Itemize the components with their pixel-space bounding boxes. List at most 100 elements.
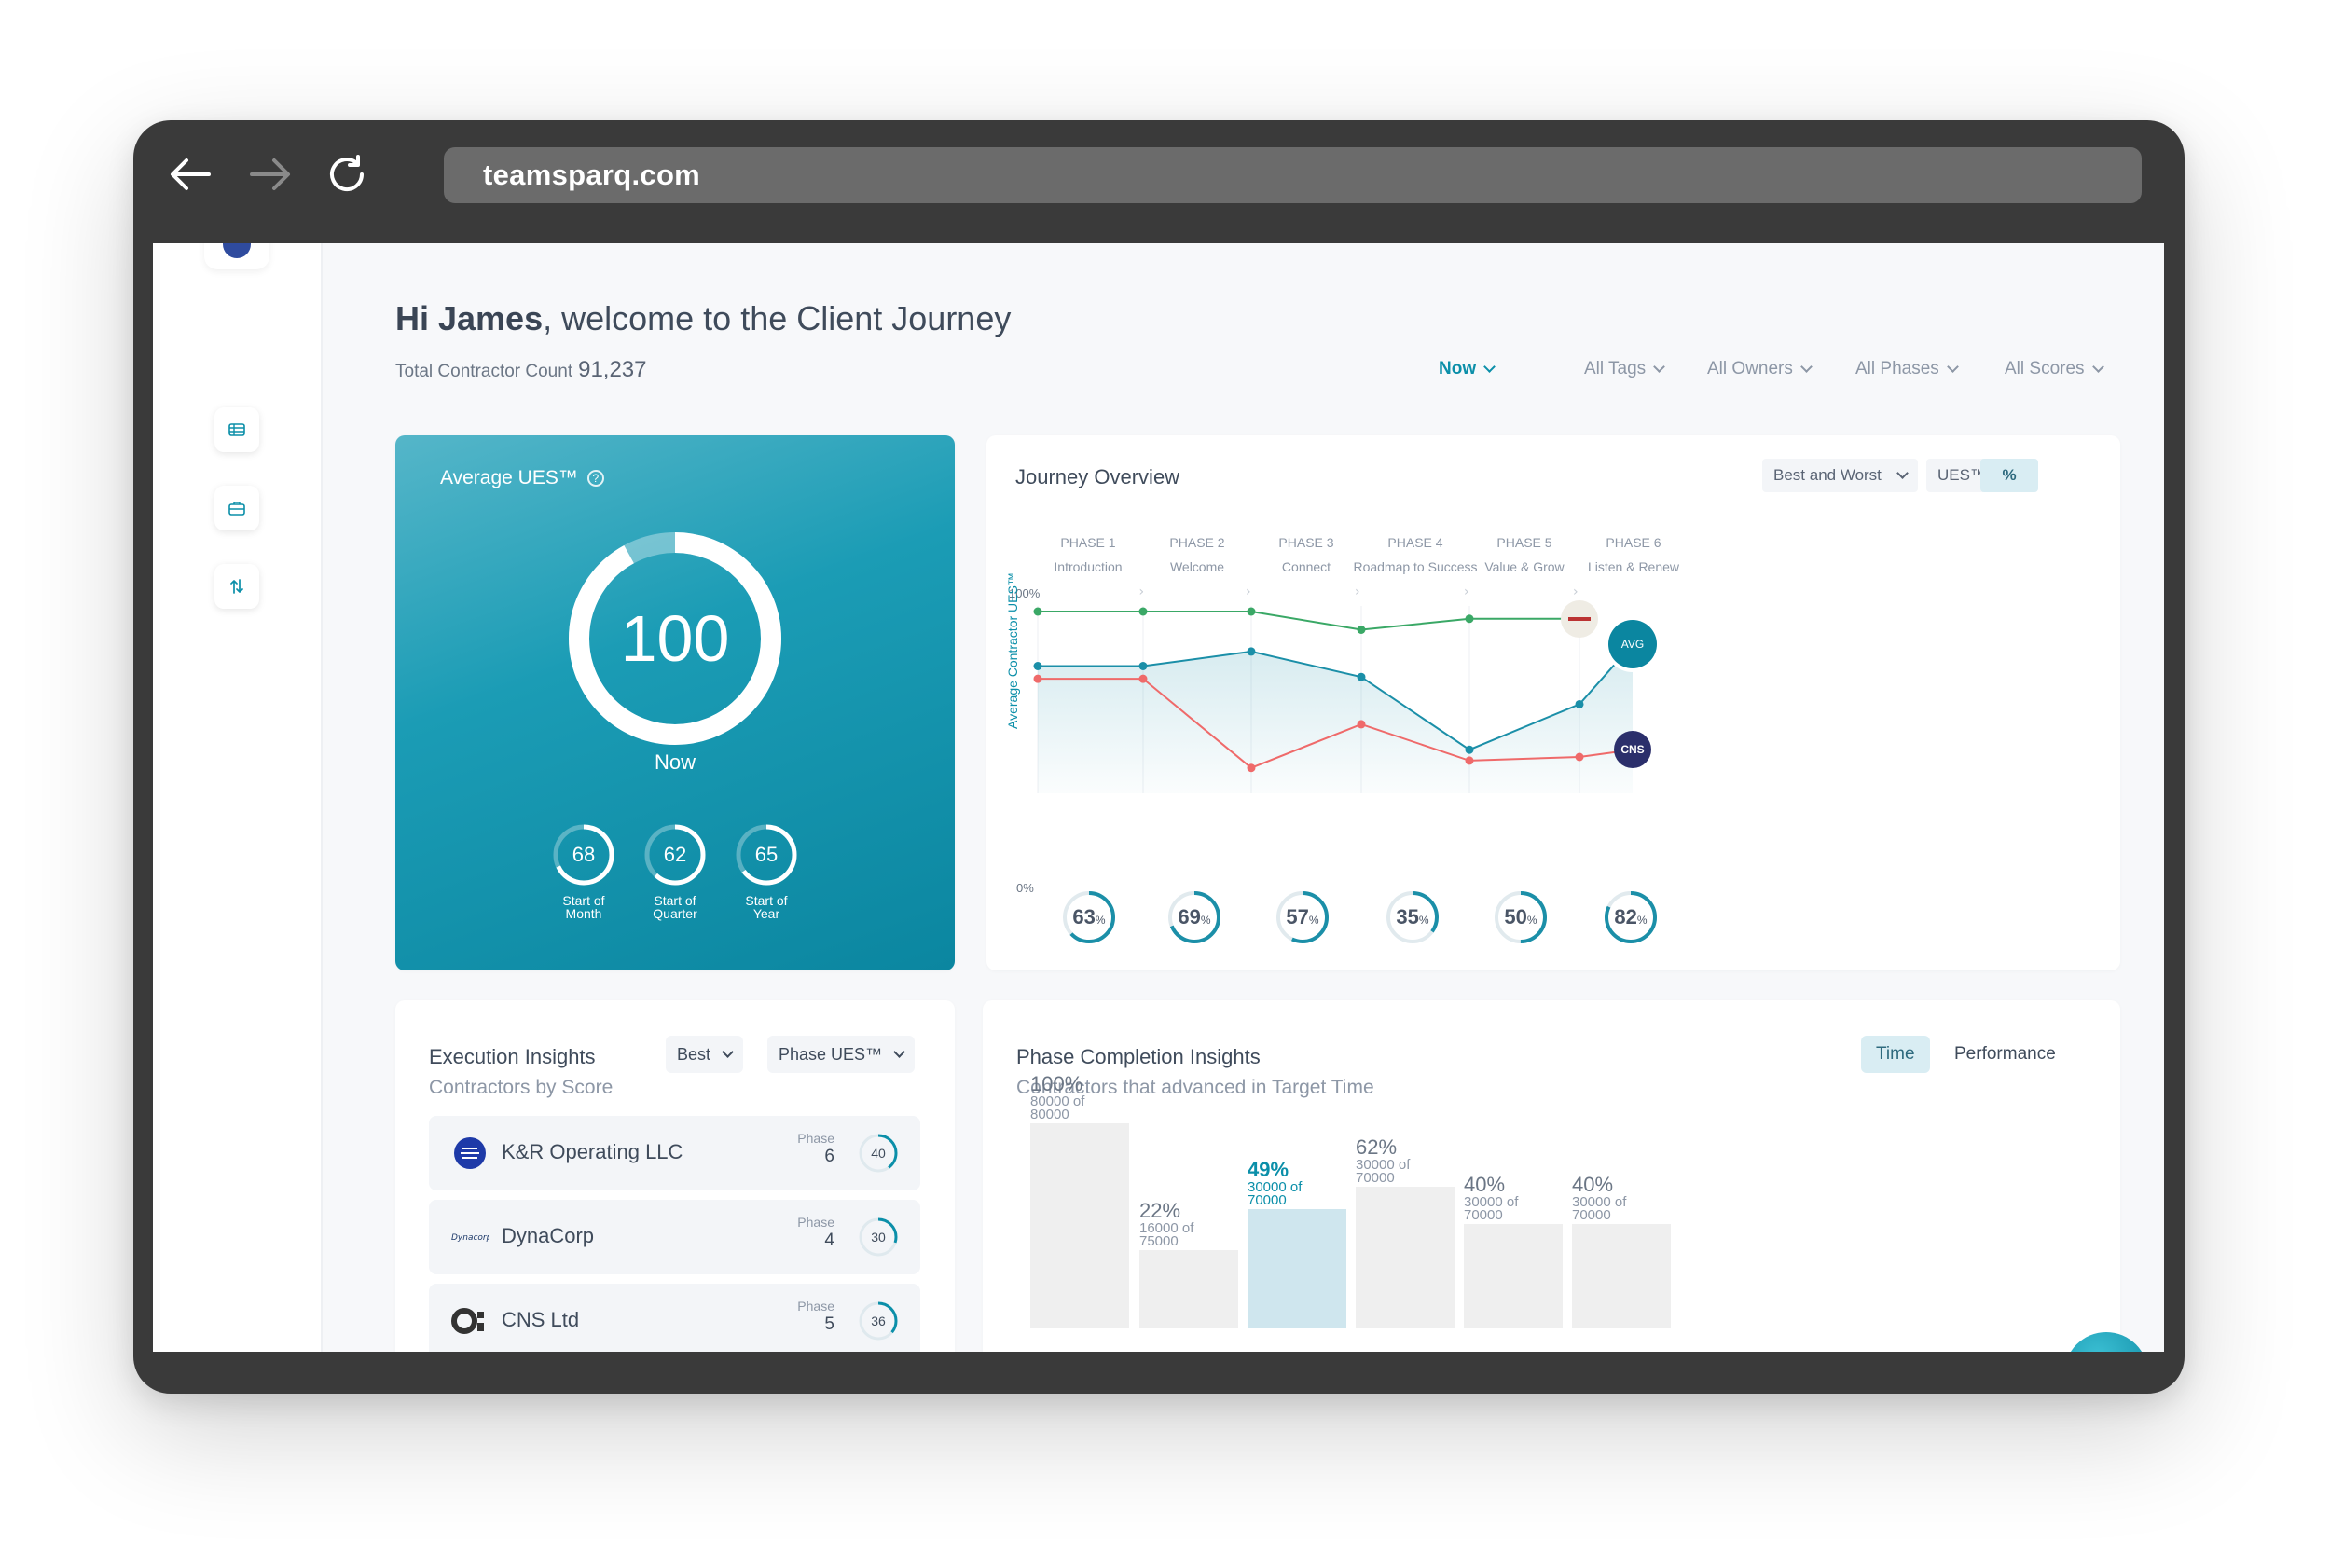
worst-point [1575,752,1584,762]
journey-mode-select[interactable]: Best and Worst [1762,459,1918,492]
execution-filter-best[interactable]: Best [666,1036,744,1073]
toggle-time[interactable]: Time [1861,1036,1930,1073]
best-company-logo [1561,599,1598,638]
completion-bar-label: 40% 30000 of 70000 [1464,1173,1519,1223]
sidebar [153,243,323,1352]
reload-button[interactable] [321,148,373,200]
completion-bar-label: 40% 30000 of 70000 [1572,1173,1627,1223]
score-ring: 30 [857,1216,900,1259]
average-area [1038,644,1633,793]
filter-scores[interactable]: All Scores [2005,359,2104,379]
ues-start-of-quarter: 62 Start of Quarter [641,821,709,920]
y-tick-top: 100% [1009,586,1041,600]
chevron-down-icon [1946,361,1959,373]
execution-title: Execution Insights [429,1045,596,1068]
completion-bar[interactable] [1248,1208,1346,1328]
phase-separator-icon: › [1246,585,1251,599]
floating-action-button[interactable] [2064,1332,2148,1352]
phase-completion-ring: 82% [1602,888,1660,946]
journey-overview-card: Journey Overview Best and Worst UES™ % P… [986,435,2120,970]
best-series-line [1038,611,1579,631]
average-ues-card: Average UES™? 100 Now 68 Start of Month 6… [395,435,955,970]
ues-value: 100 [620,602,730,675]
kr-logo-icon [451,1136,489,1170]
phase-completion-ring: 63% [1060,888,1118,946]
arrow-left-icon [171,158,211,190]
ues-value-label: Now [654,750,696,774]
execution-insights-card: Execution Insights Contractors by Score … [395,1000,955,1352]
toggle-performance[interactable]: Performance [1954,1044,2056,1064]
execution-filter-phase-ues[interactable]: Phase UES™ [767,1036,916,1073]
phase-completion-card: Phase Completion Insights Contractors th… [983,1000,2120,1352]
best-point [1465,614,1474,624]
best-point [1033,607,1042,616]
chevron-down-icon [2091,361,2104,373]
completion-bar[interactable] [1030,1123,1129,1328]
average-point [1357,672,1366,681]
completion-bar[interactable] [1572,1224,1671,1328]
worst-point [1138,674,1148,683]
completion-subtitle: Contractors that advanced in Target Time [1016,1077,1374,1098]
score-ring: 36 [857,1300,900,1342]
phase-separator-icon: › [1355,585,1360,599]
completion-bar-label: 62% 30000 of 70000 [1356,1135,1411,1187]
phase-completion-ring: 69% [1165,888,1223,946]
chevron-down-icon [893,1046,905,1058]
average-point [1033,662,1042,670]
ues-progress-ring [569,532,781,745]
url-bar[interactable]: teamsparq.com [444,147,2142,203]
execution-subtitle: Contractors by Score [429,1077,614,1098]
forward-button[interactable] [244,148,296,200]
list-item[interactable]: K&R Operating LLC Phase 6 40 [429,1116,920,1190]
completion-bar[interactable] [1464,1224,1563,1328]
average-point [1138,662,1148,670]
ues-start-of-year: 65 Start of Year [733,821,800,920]
dynacorp-logo-icon: Dynacorp [451,1220,489,1254]
average-point [1575,699,1584,708]
ues-title: Average UES™? [440,467,604,489]
chevron-down-icon [1653,361,1666,373]
phase-separator-icon: › [1573,585,1579,599]
completion-title: Phase Completion Insights [1016,1045,1261,1068]
completion-bar[interactable] [1356,1187,1455,1328]
sidebar-logo[interactable] [204,243,269,269]
phase-separator-icon: › [1464,585,1469,599]
phase-header-4: PHASE 4 Roadmap to Success [1353,535,1478,574]
chevron-down-icon [722,1046,734,1058]
completion-bar-label: 100% 80000 of 80000 [1030,1072,1085,1122]
filter-phases[interactable]: All Phases [1855,359,1959,379]
filter-owners[interactable]: All Owners [1707,359,1813,379]
chevron-down-icon [1799,361,1813,373]
filter-tags[interactable]: All Tags [1584,359,1666,379]
phase-header-5: PHASE 5 Value & Grow [1484,535,1565,574]
phase-header-6: PHASE 6 Listen & Renew [1587,535,1680,574]
ues-start-of-month: 68 Start of Month [550,821,617,920]
list-item[interactable]: CNS Ltd Phase 5 36 [429,1284,920,1352]
list-item[interactable]: Dynacorp DynaCorp Phase 4 30 [429,1200,920,1274]
arrow-right-icon [250,158,290,190]
best-point [1247,607,1256,616]
toggle-percent[interactable]: % [1980,459,2038,492]
sidebar-item-table[interactable] [214,407,259,452]
phase-separator-icon: › [1139,585,1145,599]
best-point [1138,607,1148,616]
phase-header-3: PHASE 3 Connect [1278,535,1334,574]
cns-logo-icon [451,1304,489,1338]
page-title: Hi James, welcome to the Client Journey [395,299,1012,337]
help-icon[interactable]: ? [586,470,604,487]
sidebar-item-transfer[interactable] [214,564,259,609]
score-ring: 40 [857,1132,900,1175]
completion-bar[interactable] [1139,1250,1238,1328]
filter-time[interactable]: Now [1439,359,1496,379]
phase-completion-ring: 35% [1384,888,1441,946]
worst-point [1357,720,1366,729]
phase-completion-ring: 50% [1492,888,1550,946]
best-point [1357,626,1366,634]
worst-point [1247,763,1256,773]
contractor-count: Total Contractor Count 91,237 [395,357,647,382]
back-button[interactable] [164,148,216,200]
average-point [1465,745,1474,754]
phase-header-2: PHASE 2 Welcome [1169,535,1225,574]
sidebar-item-briefcase[interactable] [214,486,259,530]
chevron-down-icon [1483,361,1496,373]
